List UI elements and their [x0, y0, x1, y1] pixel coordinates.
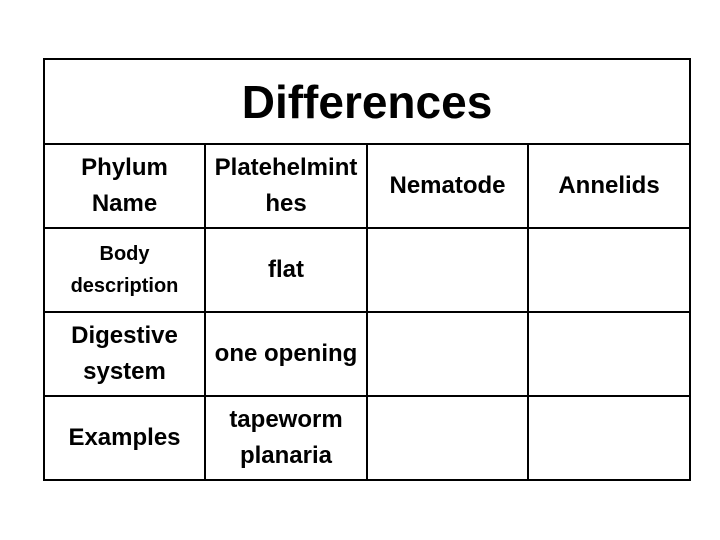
empty-cell: [366, 311, 529, 397]
table-cell: flat: [204, 227, 368, 313]
title-row: Differences: [43, 58, 691, 145]
header-cell: Annelids: [527, 143, 691, 229]
table-row: Examples tapeworm planaria: [43, 395, 691, 481]
table-cell: tapeworm planaria: [204, 395, 368, 481]
table-row: Digestive system one opening: [43, 311, 691, 397]
header-row: Phylum Name Platehelminthes Nematode Anneli…: [43, 143, 691, 229]
table-title: Differences: [43, 58, 691, 145]
empty-cell: [527, 395, 691, 481]
empty-cell: [527, 227, 691, 313]
row-label: Digestive system: [43, 311, 206, 397]
table-cell: one opening: [204, 311, 368, 397]
header-cell: Nematode: [366, 143, 529, 229]
differences-table: Differences Phylum Name Platehelminthes Ne…: [43, 58, 691, 481]
row-label: Body description: [43, 227, 206, 313]
empty-cell: [366, 395, 529, 481]
header-cell: Platehelminthes: [204, 143, 368, 229]
table-row: Body description flat: [43, 227, 691, 313]
header-cell: Phylum Name: [43, 143, 206, 229]
empty-cell: [366, 227, 529, 313]
empty-cell: [527, 311, 691, 397]
row-label: Examples: [43, 395, 206, 481]
